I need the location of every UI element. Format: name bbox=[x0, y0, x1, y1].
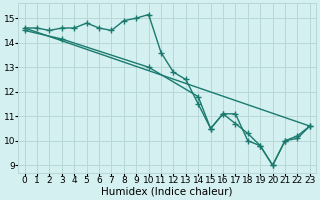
X-axis label: Humidex (Indice chaleur): Humidex (Indice chaleur) bbox=[101, 187, 233, 197]
